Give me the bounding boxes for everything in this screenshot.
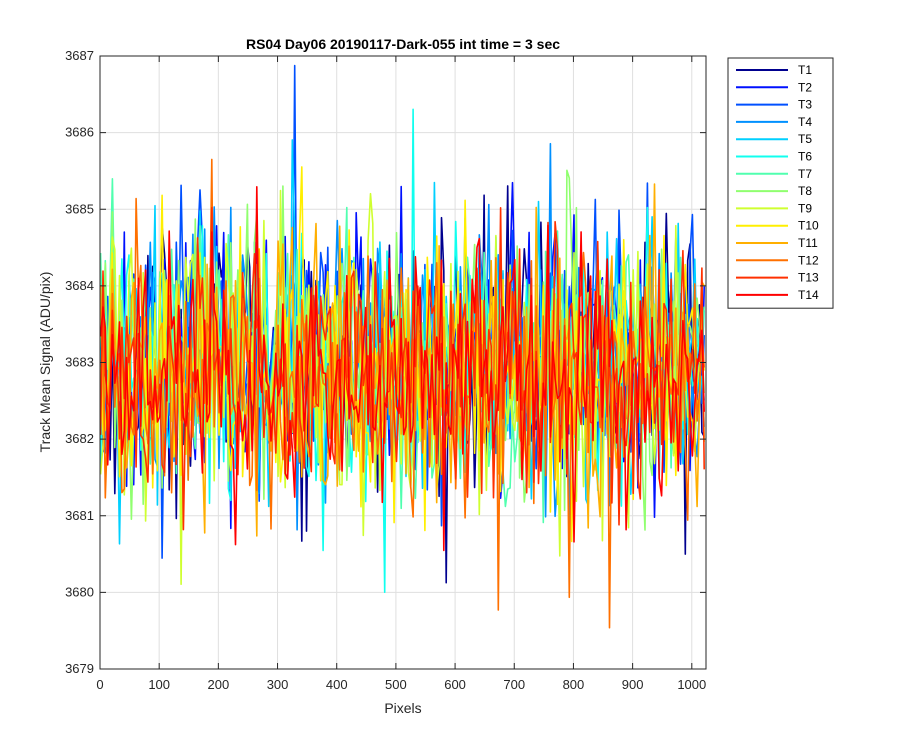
y-tick-label: 3680 [65, 584, 94, 599]
y-tick-label: 3683 [65, 355, 94, 370]
x-tick-label: 800 [563, 677, 585, 692]
y-tick-label: 3684 [65, 278, 94, 293]
legend-box [727, 57, 834, 309]
legend: T1 T2 T3 T4 T5 T6 T7 T8 T9 T10 T11 T12 T13 T14 [727, 57, 834, 309]
x-axis-label: Pixels [384, 700, 421, 716]
legend-label-t11: T11 [798, 236, 818, 250]
legend-label-t14: T14 [798, 288, 819, 302]
y-tick-label: 3682 [65, 431, 94, 446]
legend-label-t8: T8 [798, 184, 812, 198]
chart-title: RS04 Day06 20190117-Dark-055 int time = … [246, 36, 560, 52]
plot-area [99, 64, 705, 629]
y-tick-label: 3686 [65, 125, 94, 140]
legend-label-t2: T2 [798, 80, 812, 94]
x-tick-label: 0 [96, 677, 103, 692]
y-tick-label: 3681 [65, 508, 94, 523]
series-line-t12 [99, 158, 705, 629]
x-tick-label: 200 [208, 677, 230, 692]
legend-label-t1: T1 [798, 63, 812, 77]
x-tick-label: 1000 [677, 677, 706, 692]
legend-label-t3: T3 [798, 98, 812, 112]
x-tick-label: 400 [326, 677, 348, 692]
y-tick-label: 3687 [65, 48, 94, 63]
x-tick-label: 700 [503, 677, 525, 692]
x-tick-label: 500 [385, 677, 407, 692]
x-tick-label: 900 [622, 677, 644, 692]
legend-label-t10: T10 [798, 219, 819, 233]
x-tick-label: 300 [267, 677, 289, 692]
ticks: 0 100 200 300 400 500 600 700 800 900 1000 3679 3680… [65, 48, 706, 692]
y-tick-label: 3679 [65, 661, 94, 676]
legend-label-t12: T12 [798, 253, 819, 267]
series-line-t14 [99, 186, 705, 552]
legend-label-t4: T4 [798, 115, 812, 129]
legend-label-t7: T7 [798, 167, 812, 181]
legend-label-t5: T5 [798, 132, 812, 146]
x-tick-label: 100 [148, 677, 170, 692]
legend-label-t13: T13 [798, 271, 819, 285]
x-tick-label: 600 [444, 677, 466, 692]
y-tick-label: 3685 [65, 201, 94, 216]
legend-label-t6: T6 [798, 150, 812, 164]
y-axis-label: Track Mean Signal (ADU/pix) [37, 272, 53, 453]
legend-label-t9: T9 [798, 201, 812, 215]
